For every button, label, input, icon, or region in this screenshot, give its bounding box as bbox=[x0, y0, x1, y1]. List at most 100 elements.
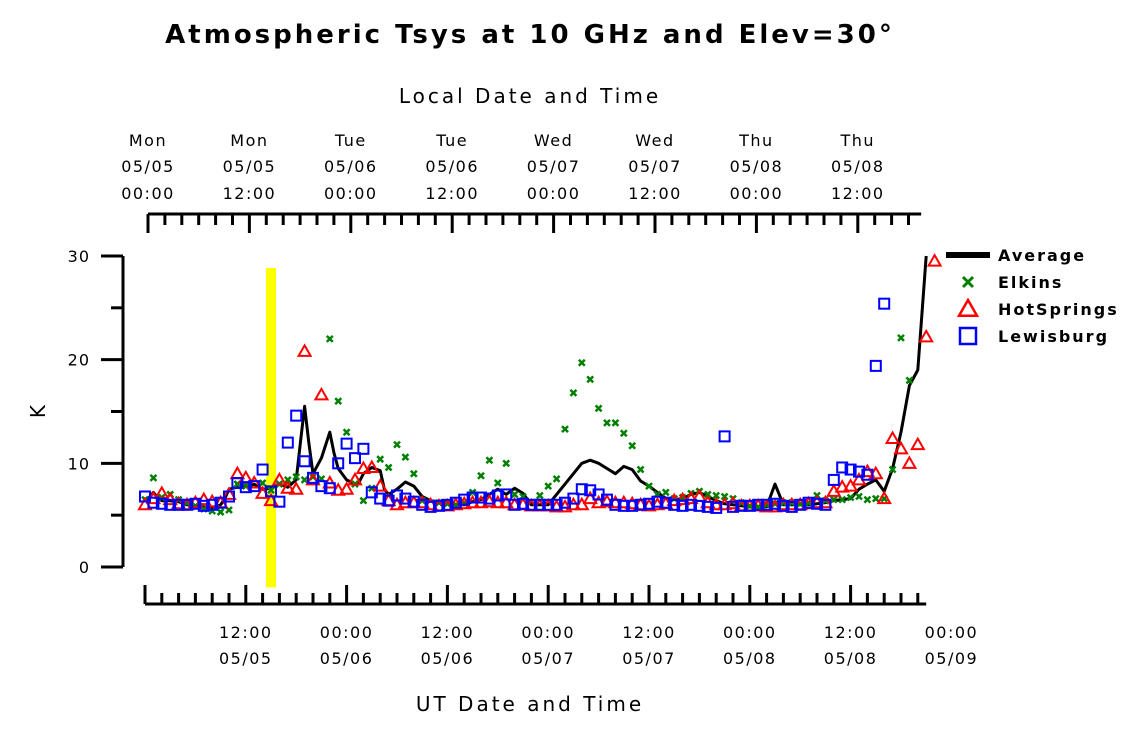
top-tick-time: 12:00 bbox=[425, 184, 479, 203]
lewisburg-point bbox=[617, 499, 630, 512]
y-tick-label: 30 bbox=[68, 247, 90, 266]
bottom-tick-time: 00:00 bbox=[925, 623, 979, 642]
legend-entry-lewisburg: Lewisburg bbox=[958, 326, 1107, 346]
elkins-point bbox=[577, 358, 586, 367]
lewisburg-point bbox=[517, 497, 529, 510]
top-tick-time: 12:00 bbox=[628, 184, 682, 203]
lewisburg-point bbox=[550, 498, 563, 511]
elkins-point bbox=[493, 479, 502, 487]
lewisburg-point bbox=[340, 437, 353, 450]
bottom-tick-time: 00:00 bbox=[521, 623, 575, 642]
lewisburg-point bbox=[475, 491, 487, 504]
y-tick-label: 20 bbox=[68, 351, 90, 370]
marker-band-layer bbox=[266, 267, 276, 588]
hotsprings-point bbox=[926, 253, 943, 267]
elkins-point bbox=[888, 465, 897, 474]
legend-label: HotSprings bbox=[998, 300, 1119, 319]
elkins-point bbox=[283, 476, 292, 484]
lewisburg-point bbox=[693, 499, 706, 512]
lewisburg-point bbox=[794, 498, 807, 511]
lewisburg-point bbox=[819, 498, 832, 511]
legend-triangle-swatch bbox=[956, 297, 980, 317]
bottom-axis-title: UT Date and Time bbox=[416, 692, 644, 716]
lewisburg-point bbox=[265, 485, 277, 498]
lewisburg-point bbox=[752, 498, 765, 511]
hotsprings-point bbox=[347, 471, 363, 486]
hotsprings-point bbox=[355, 460, 372, 475]
lewisburg-point bbox=[878, 297, 891, 310]
hotsprings-point bbox=[313, 386, 330, 401]
lewisburg-point bbox=[869, 359, 882, 372]
lewisburg-point bbox=[164, 498, 177, 511]
lewisburg-point bbox=[651, 495, 664, 508]
lewisburg-point bbox=[449, 496, 462, 509]
hotsprings-point bbox=[683, 490, 699, 505]
top-tick-day: Wed bbox=[534, 131, 573, 150]
hotsprings-point bbox=[221, 486, 237, 500]
top-tick-day: Mon bbox=[230, 131, 268, 150]
elkins-point bbox=[359, 496, 368, 505]
hotsprings-point bbox=[338, 481, 355, 495]
legend-entry-hotsprings: HotSprings bbox=[956, 297, 1119, 319]
elkins-point bbox=[376, 455, 385, 464]
legend: Average Elkins HotSprings Lewisburg bbox=[946, 246, 1119, 346]
hotsprings-point bbox=[901, 455, 918, 469]
lewisburg-point bbox=[139, 490, 151, 503]
lewisburg-point bbox=[861, 468, 874, 481]
lewisburg-point bbox=[735, 499, 748, 512]
lewisburg-point bbox=[483, 492, 496, 505]
elkins-point bbox=[535, 491, 544, 500]
lewisburg-point bbox=[785, 500, 798, 513]
elkins-point bbox=[829, 495, 838, 504]
elkins-point bbox=[855, 492, 863, 501]
lewisburg-point bbox=[643, 497, 655, 510]
elkins-point bbox=[636, 465, 645, 474]
top-tick-date: 05/06 bbox=[425, 157, 479, 176]
lewisburg-point bbox=[399, 492, 412, 505]
top-tick-date: 05/08 bbox=[831, 157, 885, 176]
lewisburg-point bbox=[466, 491, 479, 504]
elkins-point bbox=[611, 419, 620, 427]
lewisburg-point bbox=[407, 495, 420, 508]
lewisburg-point bbox=[525, 498, 538, 511]
elkins-point bbox=[342, 428, 351, 437]
lewisburg-point bbox=[802, 496, 815, 509]
lewisburg-point bbox=[701, 500, 714, 513]
top-tick-day: Tue bbox=[334, 131, 367, 150]
elkins-point bbox=[267, 486, 275, 495]
top-tick-day: Tue bbox=[435, 131, 468, 150]
lewisburg-point bbox=[508, 498, 521, 511]
elkins-point bbox=[720, 492, 729, 501]
top-tick-time: 00:00 bbox=[730, 184, 784, 203]
elkins-point bbox=[325, 335, 334, 343]
hotsprings-point bbox=[372, 478, 388, 492]
marker-band bbox=[266, 267, 276, 588]
top-tick-day: Mon bbox=[129, 131, 167, 150]
y-tick-label: 10 bbox=[68, 454, 90, 473]
bottom-tick-time: 12:00 bbox=[824, 623, 878, 642]
bottom-tick-time: 00:00 bbox=[723, 623, 777, 642]
elkins-point bbox=[149, 473, 158, 482]
hotsprings-point bbox=[910, 436, 926, 451]
top-tick-day: Thu bbox=[738, 131, 774, 150]
bottom-tick-date: 05/08 bbox=[723, 649, 777, 668]
lewisburg-point bbox=[743, 499, 756, 512]
top-tick-time: 00:00 bbox=[121, 184, 175, 203]
lewisburg-point bbox=[223, 490, 235, 503]
top-tick-day: Thu bbox=[840, 131, 876, 150]
hotsprings-point bbox=[280, 480, 296, 494]
top-axis-title: Local Date and Time bbox=[399, 84, 661, 108]
lewisburg-point bbox=[676, 499, 689, 512]
lewisburg-point bbox=[685, 498, 697, 511]
lewisburg-point bbox=[626, 499, 639, 512]
lewisburg-point bbox=[206, 498, 219, 511]
lewisburg-point bbox=[239, 481, 252, 494]
hotsprings-point bbox=[271, 471, 288, 486]
bottom-tick-date: 05/05 bbox=[219, 649, 273, 668]
bottom-tick-date: 05/07 bbox=[622, 649, 676, 668]
hotsprings-point bbox=[288, 481, 304, 495]
elkins-point bbox=[292, 472, 301, 481]
elkins-point bbox=[712, 491, 721, 500]
elkins-point bbox=[552, 474, 561, 483]
